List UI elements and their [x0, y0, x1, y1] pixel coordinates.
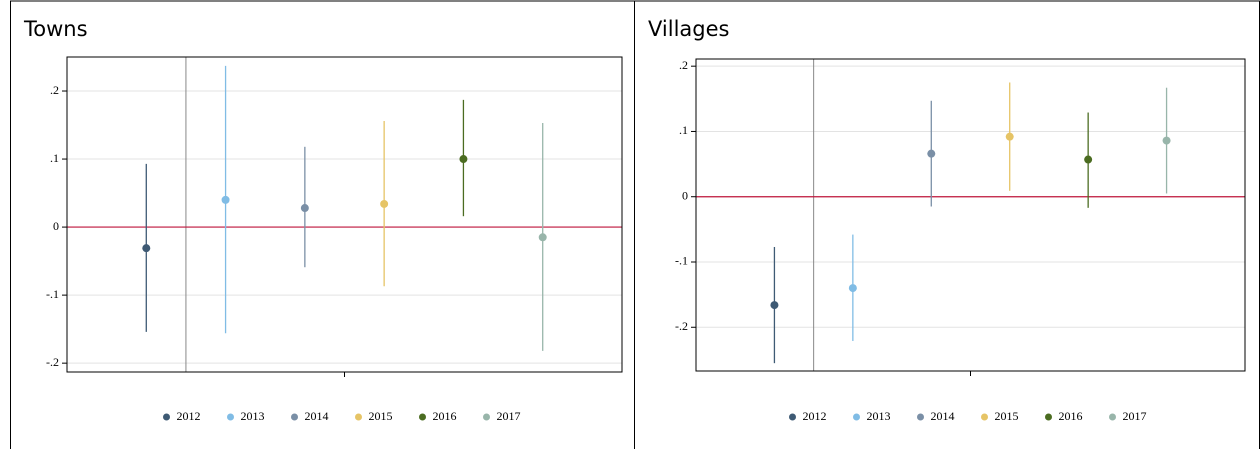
legend-marker: [1109, 413, 1116, 421]
legend-label: 2017: [1123, 409, 1147, 423]
y-tick-label: -.2: [675, 319, 688, 333]
point-estimate: [848, 284, 857, 293]
chart-title: Villages: [648, 17, 729, 41]
legend-marker: [355, 413, 362, 421]
legend-marker: [291, 413, 298, 421]
legend-marker: [853, 413, 860, 421]
y-tick-label: .1: [679, 123, 688, 137]
legend-marker: [419, 413, 426, 421]
legend-label: 2014: [305, 409, 329, 423]
y-tick-label: .1: [50, 151, 59, 165]
point-estimate: [1162, 136, 1171, 145]
legend-marker: [483, 413, 490, 421]
y-tick-label: 0: [53, 219, 59, 233]
legend-marker: [981, 413, 988, 421]
point-estimate: [142, 244, 151, 253]
point-estimate: [221, 195, 230, 204]
legend-label: 2017: [497, 409, 521, 423]
legend-label: 2014: [931, 409, 955, 423]
chart-title: Towns: [23, 17, 88, 41]
legend-marker: [227, 413, 234, 421]
point-estimate: [538, 233, 547, 242]
legend-marker: [917, 413, 924, 421]
legend-label: 2015: [369, 409, 393, 423]
legend-label: 2016: [433, 409, 457, 423]
point-estimate: [380, 199, 389, 208]
y-tick-label: -.1: [675, 254, 688, 268]
point-estimate: [459, 155, 468, 164]
legend-marker: [163, 413, 170, 421]
point-estimate: [770, 301, 779, 310]
y-tick-label: -.2: [46, 355, 59, 369]
plot-frame: [695, 58, 1246, 372]
legend-label: 2013: [867, 409, 891, 423]
y-tick-label: .2: [679, 58, 688, 72]
legend-marker: [789, 413, 796, 421]
legend-label: 2016: [1059, 409, 1083, 423]
legend-label: 2015: [995, 409, 1019, 423]
legend-label: 2012: [177, 409, 201, 423]
legend-label: 2012: [803, 409, 827, 423]
plot-frame: [66, 56, 623, 373]
point-estimate: [927, 149, 936, 158]
point-estimate: [1084, 155, 1093, 164]
y-tick-label: -.1: [46, 287, 59, 301]
point-estimate: [300, 204, 309, 213]
y-tick-label: 0: [682, 188, 688, 202]
y-tick-label: .2: [50, 83, 59, 97]
legend-marker: [1045, 413, 1052, 421]
point-estimate: [1005, 132, 1014, 141]
legend-label: 2013: [241, 409, 265, 423]
